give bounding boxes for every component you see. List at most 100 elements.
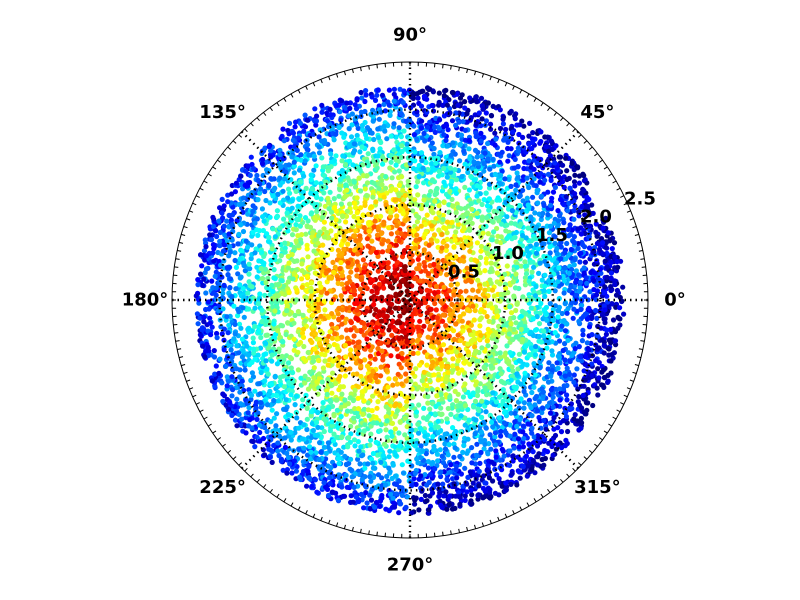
data-point	[320, 400, 326, 406]
data-point	[529, 425, 535, 431]
data-point	[329, 390, 335, 396]
data-point	[608, 358, 614, 364]
data-point	[289, 154, 295, 160]
data-point	[202, 237, 208, 243]
data-point	[571, 372, 577, 378]
data-point	[277, 175, 283, 181]
data-point	[281, 216, 287, 222]
data-point	[484, 203, 491, 209]
data-point	[368, 478, 374, 484]
data-point	[355, 456, 361, 462]
data-point	[476, 468, 482, 474]
data-point	[352, 443, 358, 449]
data-point	[292, 312, 298, 318]
data-point	[563, 437, 569, 443]
data-point	[435, 377, 441, 383]
data-point	[284, 470, 290, 476]
data-point	[454, 475, 460, 481]
data-point	[415, 179, 421, 185]
data-point	[254, 416, 260, 422]
data-point	[417, 318, 423, 324]
data-point	[318, 250, 325, 256]
data-point	[352, 387, 358, 394]
data-point	[493, 454, 499, 460]
data-point	[262, 378, 268, 384]
data-point	[267, 214, 273, 220]
data-point	[443, 87, 449, 93]
data-point	[604, 274, 610, 280]
data-point	[621, 311, 627, 317]
data-point	[452, 445, 458, 451]
data-point	[595, 392, 601, 398]
data-point	[369, 130, 375, 136]
data-point	[273, 423, 279, 429]
data-point	[348, 456, 354, 462]
data-point	[238, 401, 244, 407]
data-point	[358, 188, 364, 194]
data-point	[614, 287, 621, 294]
data-point	[425, 400, 431, 406]
data-point	[581, 265, 587, 271]
data-point	[393, 242, 399, 248]
data-point	[348, 134, 355, 140]
data-point	[460, 449, 466, 455]
data-point	[255, 232, 261, 238]
data-point	[581, 244, 588, 250]
data-point	[263, 197, 269, 204]
data-point	[372, 356, 378, 362]
data-point	[572, 172, 578, 178]
data-point	[511, 293, 517, 299]
data-point	[280, 467, 286, 473]
data-point	[342, 194, 348, 200]
data-point	[254, 172, 260, 179]
data-point	[319, 102, 325, 108]
data-point	[536, 270, 542, 276]
data-point	[275, 293, 281, 299]
data-point	[440, 481, 446, 487]
data-point	[311, 365, 317, 371]
data-point	[214, 335, 220, 341]
data-point	[503, 430, 509, 436]
data-point	[543, 144, 549, 150]
data-point	[283, 331, 289, 338]
data-point	[272, 373, 278, 379]
data-point	[415, 192, 421, 198]
data-point	[268, 447, 274, 453]
data-point	[421, 247, 427, 253]
data-point	[384, 473, 390, 479]
data-point	[227, 276, 234, 282]
data-point	[200, 343, 206, 349]
data-point	[306, 463, 312, 470]
data-point	[532, 402, 538, 408]
data-point	[564, 392, 570, 398]
data-point	[424, 362, 430, 368]
data-point	[457, 501, 463, 507]
data-point	[354, 259, 360, 265]
data-point	[331, 137, 337, 143]
data-point	[220, 290, 226, 296]
data-point	[339, 321, 345, 327]
data-point	[517, 457, 524, 463]
data-point	[315, 424, 321, 430]
data-point	[358, 205, 364, 211]
data-point	[565, 337, 571, 343]
data-point	[572, 191, 578, 197]
data-point	[605, 378, 611, 384]
data-point	[468, 487, 474, 493]
data-point	[386, 376, 392, 382]
data-point	[396, 168, 402, 174]
data-point	[576, 180, 583, 186]
data-point	[248, 377, 254, 383]
data-point	[333, 208, 339, 214]
data-point	[518, 321, 524, 327]
data-point	[274, 411, 280, 417]
data-point	[413, 366, 419, 372]
data-point	[604, 264, 610, 270]
data-point	[234, 396, 240, 402]
data-point	[336, 316, 342, 322]
data-point	[444, 243, 450, 249]
data-point	[386, 465, 392, 471]
data-point	[329, 215, 335, 221]
data-point	[364, 135, 370, 141]
data-point	[539, 193, 545, 199]
